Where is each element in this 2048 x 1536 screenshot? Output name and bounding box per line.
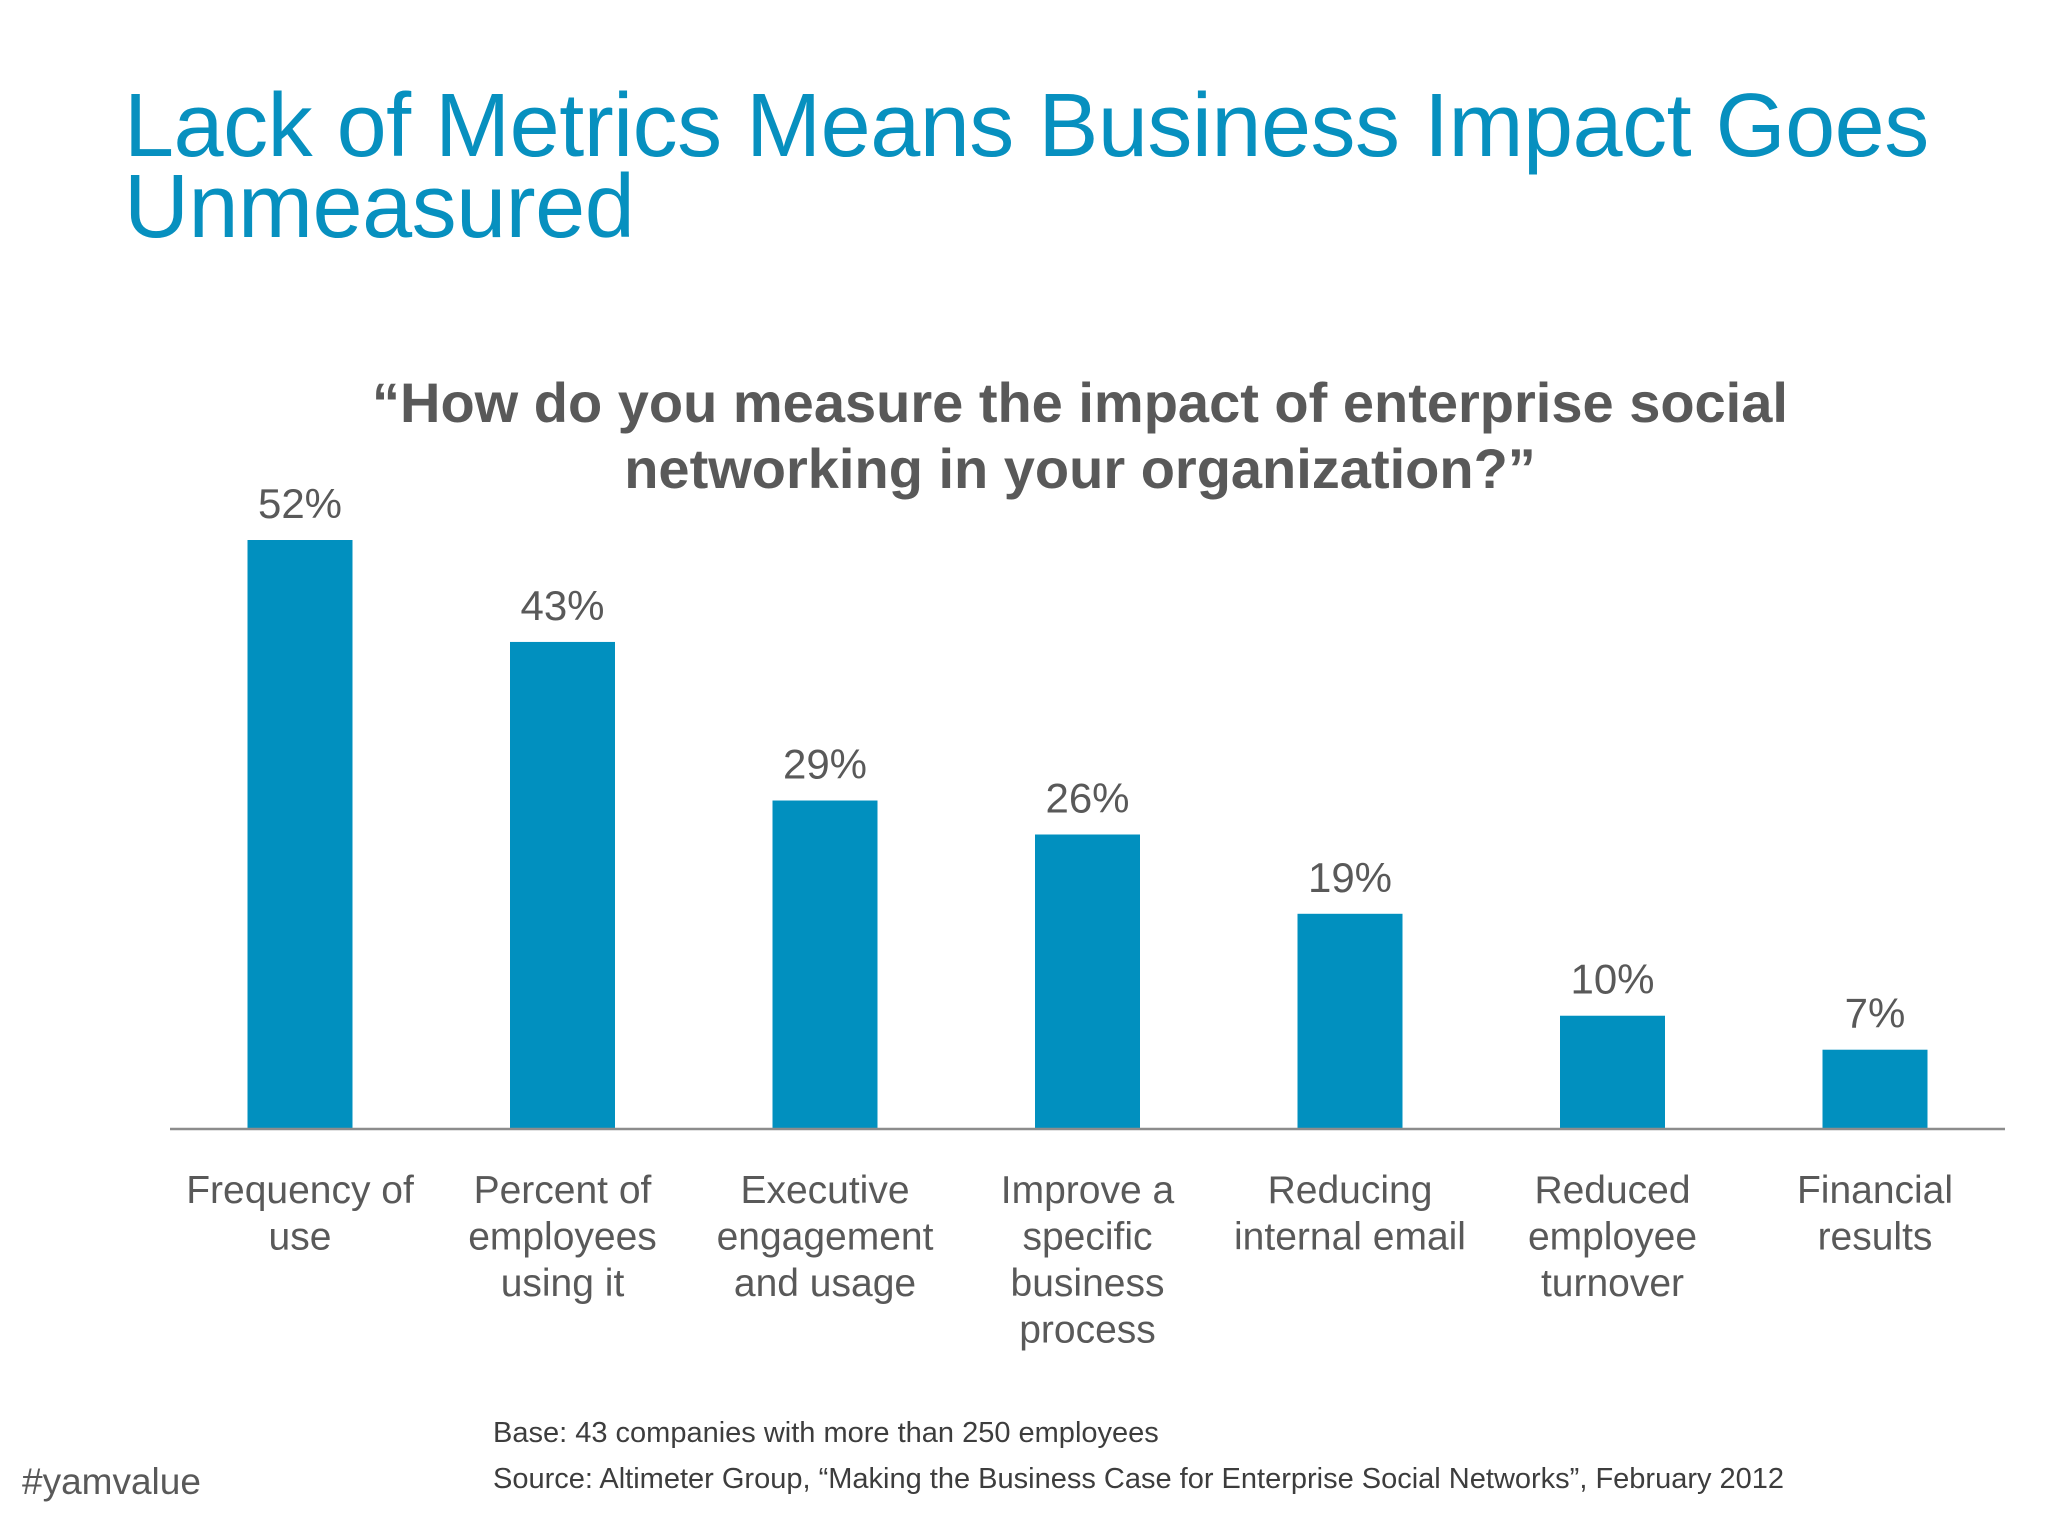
category-label-line: specific [1022,1216,1152,1259]
bar-3 [1035,834,1140,1129]
category-labels-group: Frequency of use Percent of employees using … [186,1169,1953,1352]
category-label-line: Improve a [1001,1169,1175,1212]
bar-4 [1297,913,1403,1129]
bar-0 [247,540,353,1129]
category-label-2: Executive engagement and usage [717,1169,934,1305]
bar-chart: 52% 43% 29% 26% 19% 10% 7% Frequency of use Perc… [170,480,2005,1352]
category-label-line: Reduced [1534,1169,1690,1212]
category-label-line: Reducing [1268,1169,1433,1212]
category-label-1: Percent of employees using it [468,1169,657,1305]
category-label-line: Financial [1797,1169,1953,1212]
bars-group [247,540,1928,1129]
category-label-line: use [269,1216,332,1259]
footnote-source: Source: Altimeter Group, “Making the Bus… [493,1463,1785,1495]
value-label-3: 26% [1045,775,1129,822]
slide-title: Lack of Metrics Means Business Impact Go… [124,76,1929,257]
value-labels-group: 52% 43% 29% 26% 19% 10% 7% [258,480,1905,1037]
category-label-line: results [1818,1216,1933,1259]
bar-6 [1822,1049,1928,1129]
category-label-line: Executive [740,1169,909,1212]
value-label-5: 10% [1570,956,1654,1003]
category-label-6: Financial results [1797,1169,1953,1259]
category-label-line: Percent of [474,1169,652,1212]
chart-question-title: “How do you measure the impact of enterp… [372,371,1788,500]
category-label-line: and usage [734,1262,916,1305]
footnote-base: Base: 43 companies with more than 250 em… [493,1417,1159,1449]
bar-1 [510,641,615,1129]
value-label-0: 52% [258,480,342,527]
hashtag-label: #yamvalue [22,1461,201,1502]
value-label-2: 29% [783,741,867,788]
category-label-5: Reduced employee turnover [1528,1169,1697,1305]
category-label-line: turnover [1541,1262,1684,1305]
category-label-4: Reducing internal email [1234,1169,1466,1259]
category-label-line: internal email [1234,1216,1466,1259]
bar-2 [772,800,878,1129]
category-label-line: engagement [717,1216,934,1259]
category-label-line: employee [1528,1216,1697,1259]
category-label-line: business [1011,1262,1165,1305]
value-label-4: 19% [1308,854,1392,901]
value-label-6: 7% [1845,990,1906,1037]
bar-5 [1560,1015,1665,1129]
category-label-3: Improve a specific business process [1001,1169,1175,1352]
category-label-line: employees [468,1216,657,1259]
value-label-1: 43% [520,582,604,629]
category-label-line: process [1019,1309,1156,1352]
category-label-line: using it [501,1262,625,1305]
category-label-line: Frequency of [186,1169,414,1212]
category-label-0: Frequency of use [186,1169,414,1259]
